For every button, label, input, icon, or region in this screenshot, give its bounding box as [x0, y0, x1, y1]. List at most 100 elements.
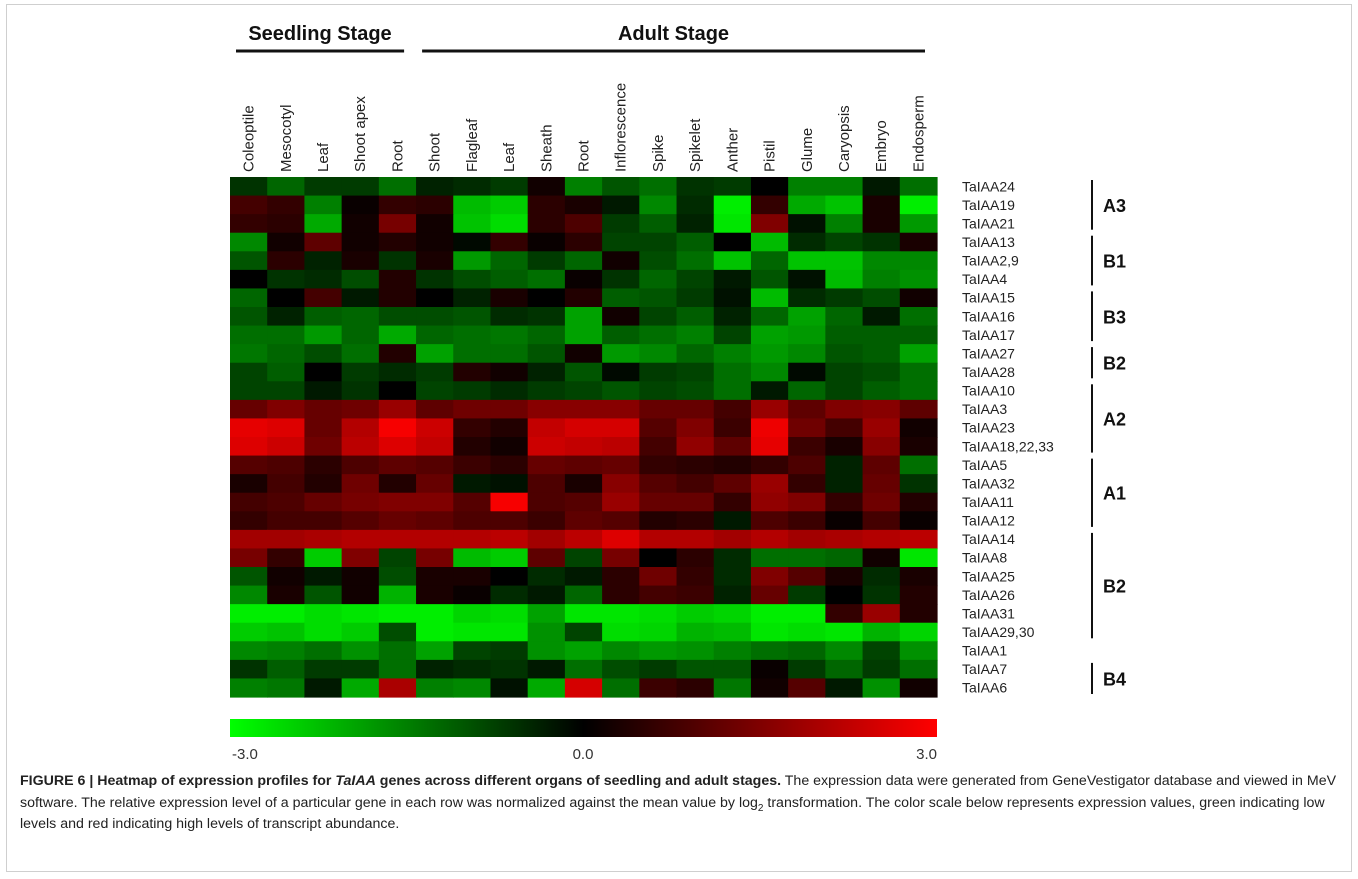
row-label: TaIAA19 — [962, 197, 1015, 213]
heatmap-cell — [230, 195, 268, 215]
heatmap-cell — [341, 418, 380, 438]
heatmap-cell — [825, 381, 864, 401]
heatmap-cell — [825, 641, 864, 661]
heatmap-cell — [602, 288, 640, 308]
heatmap-cell — [899, 269, 938, 290]
heatmap-cell — [378, 455, 417, 475]
heatmap-cell — [341, 622, 380, 642]
heatmap-cell — [899, 437, 938, 457]
heatmap-cell — [788, 232, 826, 252]
heatmap-cell — [230, 251, 268, 271]
heatmap-cell — [527, 418, 566, 438]
heatmap-cell — [304, 567, 343, 587]
heatmap-cell — [267, 678, 306, 698]
heatmap-cell — [750, 177, 789, 197]
row-label: TaIAA6 — [962, 680, 1007, 696]
heatmap-cell — [602, 529, 640, 550]
heatmap-cell — [676, 214, 715, 234]
heatmap-cell — [341, 604, 380, 624]
heatmap-cell — [713, 177, 752, 197]
heatmap-cell — [564, 269, 603, 290]
heatmap-cell — [230, 641, 268, 661]
heatmap-cell — [378, 362, 417, 382]
heatmap-cell — [788, 641, 826, 661]
heatmap-cell — [453, 232, 492, 252]
heatmap-cell — [713, 214, 752, 234]
group-label: A3 — [1103, 196, 1126, 216]
heatmap-cell — [602, 381, 640, 401]
heatmap-cell — [676, 641, 715, 661]
heatmap-cell — [267, 604, 306, 624]
heatmap-cell — [341, 492, 380, 512]
heatmap-cell — [304, 325, 343, 345]
row-label: TaIAA10 — [962, 383, 1015, 399]
heatmap-cell — [750, 585, 789, 605]
heatmap-cell — [267, 288, 306, 308]
heatmap-cell — [527, 437, 566, 457]
heatmap-cell — [750, 344, 789, 364]
heatmap-cell — [825, 251, 864, 271]
heatmap-cell — [750, 381, 789, 401]
heatmap-cell — [304, 195, 343, 215]
heatmap-cell — [788, 177, 826, 197]
heatmap-cell — [639, 269, 678, 290]
heatmap-cell — [676, 511, 715, 531]
heatmap-cell — [862, 195, 901, 215]
heatmap-cell — [490, 641, 529, 661]
heatmap-cell — [825, 288, 864, 308]
heatmap-cell — [862, 381, 901, 401]
heatmap-cell — [230, 399, 268, 420]
heatmap-cell — [602, 232, 640, 252]
heatmap-cell — [602, 659, 640, 680]
heatmap-cell — [527, 548, 566, 568]
column-label: Leaf — [315, 142, 332, 172]
heatmap-cell — [750, 269, 789, 290]
heatmap-cell — [304, 474, 343, 494]
heatmap-cell — [378, 641, 417, 661]
heatmap-cell — [825, 604, 864, 624]
heatmap-cell — [527, 492, 566, 512]
heatmap-cell — [788, 455, 826, 475]
heatmap-cell — [602, 307, 640, 327]
row-label: TaIAA11 — [962, 494, 1014, 510]
heatmap-cell — [416, 622, 454, 642]
heatmap-cell — [453, 177, 492, 197]
heatmap-cell — [862, 474, 901, 494]
heatmap-cell — [564, 399, 603, 420]
heatmap-cell — [341, 585, 380, 605]
heatmap-cell — [788, 529, 826, 550]
heatmap-cell — [862, 622, 901, 642]
heatmap-cell — [862, 511, 901, 531]
heatmap-cell — [788, 399, 826, 420]
column-label: Pistil — [762, 140, 779, 172]
heatmap-cell — [564, 325, 603, 345]
heatmap-cell — [713, 455, 752, 475]
column-label: Embryo — [873, 120, 890, 172]
heatmap-cell — [564, 455, 603, 475]
heatmap-cell — [788, 585, 826, 605]
heatmap-cell — [416, 641, 454, 661]
heatmap-cell — [899, 585, 938, 605]
heatmap-cell — [788, 418, 826, 438]
heatmap-cell — [453, 585, 492, 605]
heatmap-cell — [564, 362, 603, 382]
heatmap-cell — [713, 269, 752, 290]
heatmap-cell — [490, 288, 529, 308]
heatmap-cell — [825, 678, 864, 698]
heatmap-cell — [304, 437, 343, 457]
group-label: B1 — [1103, 252, 1126, 272]
heatmap-cell — [527, 344, 566, 364]
stage-title: Adult Stage — [618, 23, 729, 45]
heatmap-cell — [713, 474, 752, 494]
heatmap-cell — [713, 195, 752, 215]
heatmap-cell — [490, 604, 529, 624]
heatmap-cell — [416, 214, 454, 234]
heatmap-cell — [490, 307, 529, 327]
row-label: TaIAA5 — [962, 457, 1007, 473]
heatmap-cell — [825, 232, 864, 252]
heatmap-cell — [453, 548, 492, 568]
heatmap-cell — [304, 177, 343, 197]
heatmap-cell — [713, 251, 752, 271]
heatmap-cell — [564, 232, 603, 252]
heatmap-cell — [341, 344, 380, 364]
